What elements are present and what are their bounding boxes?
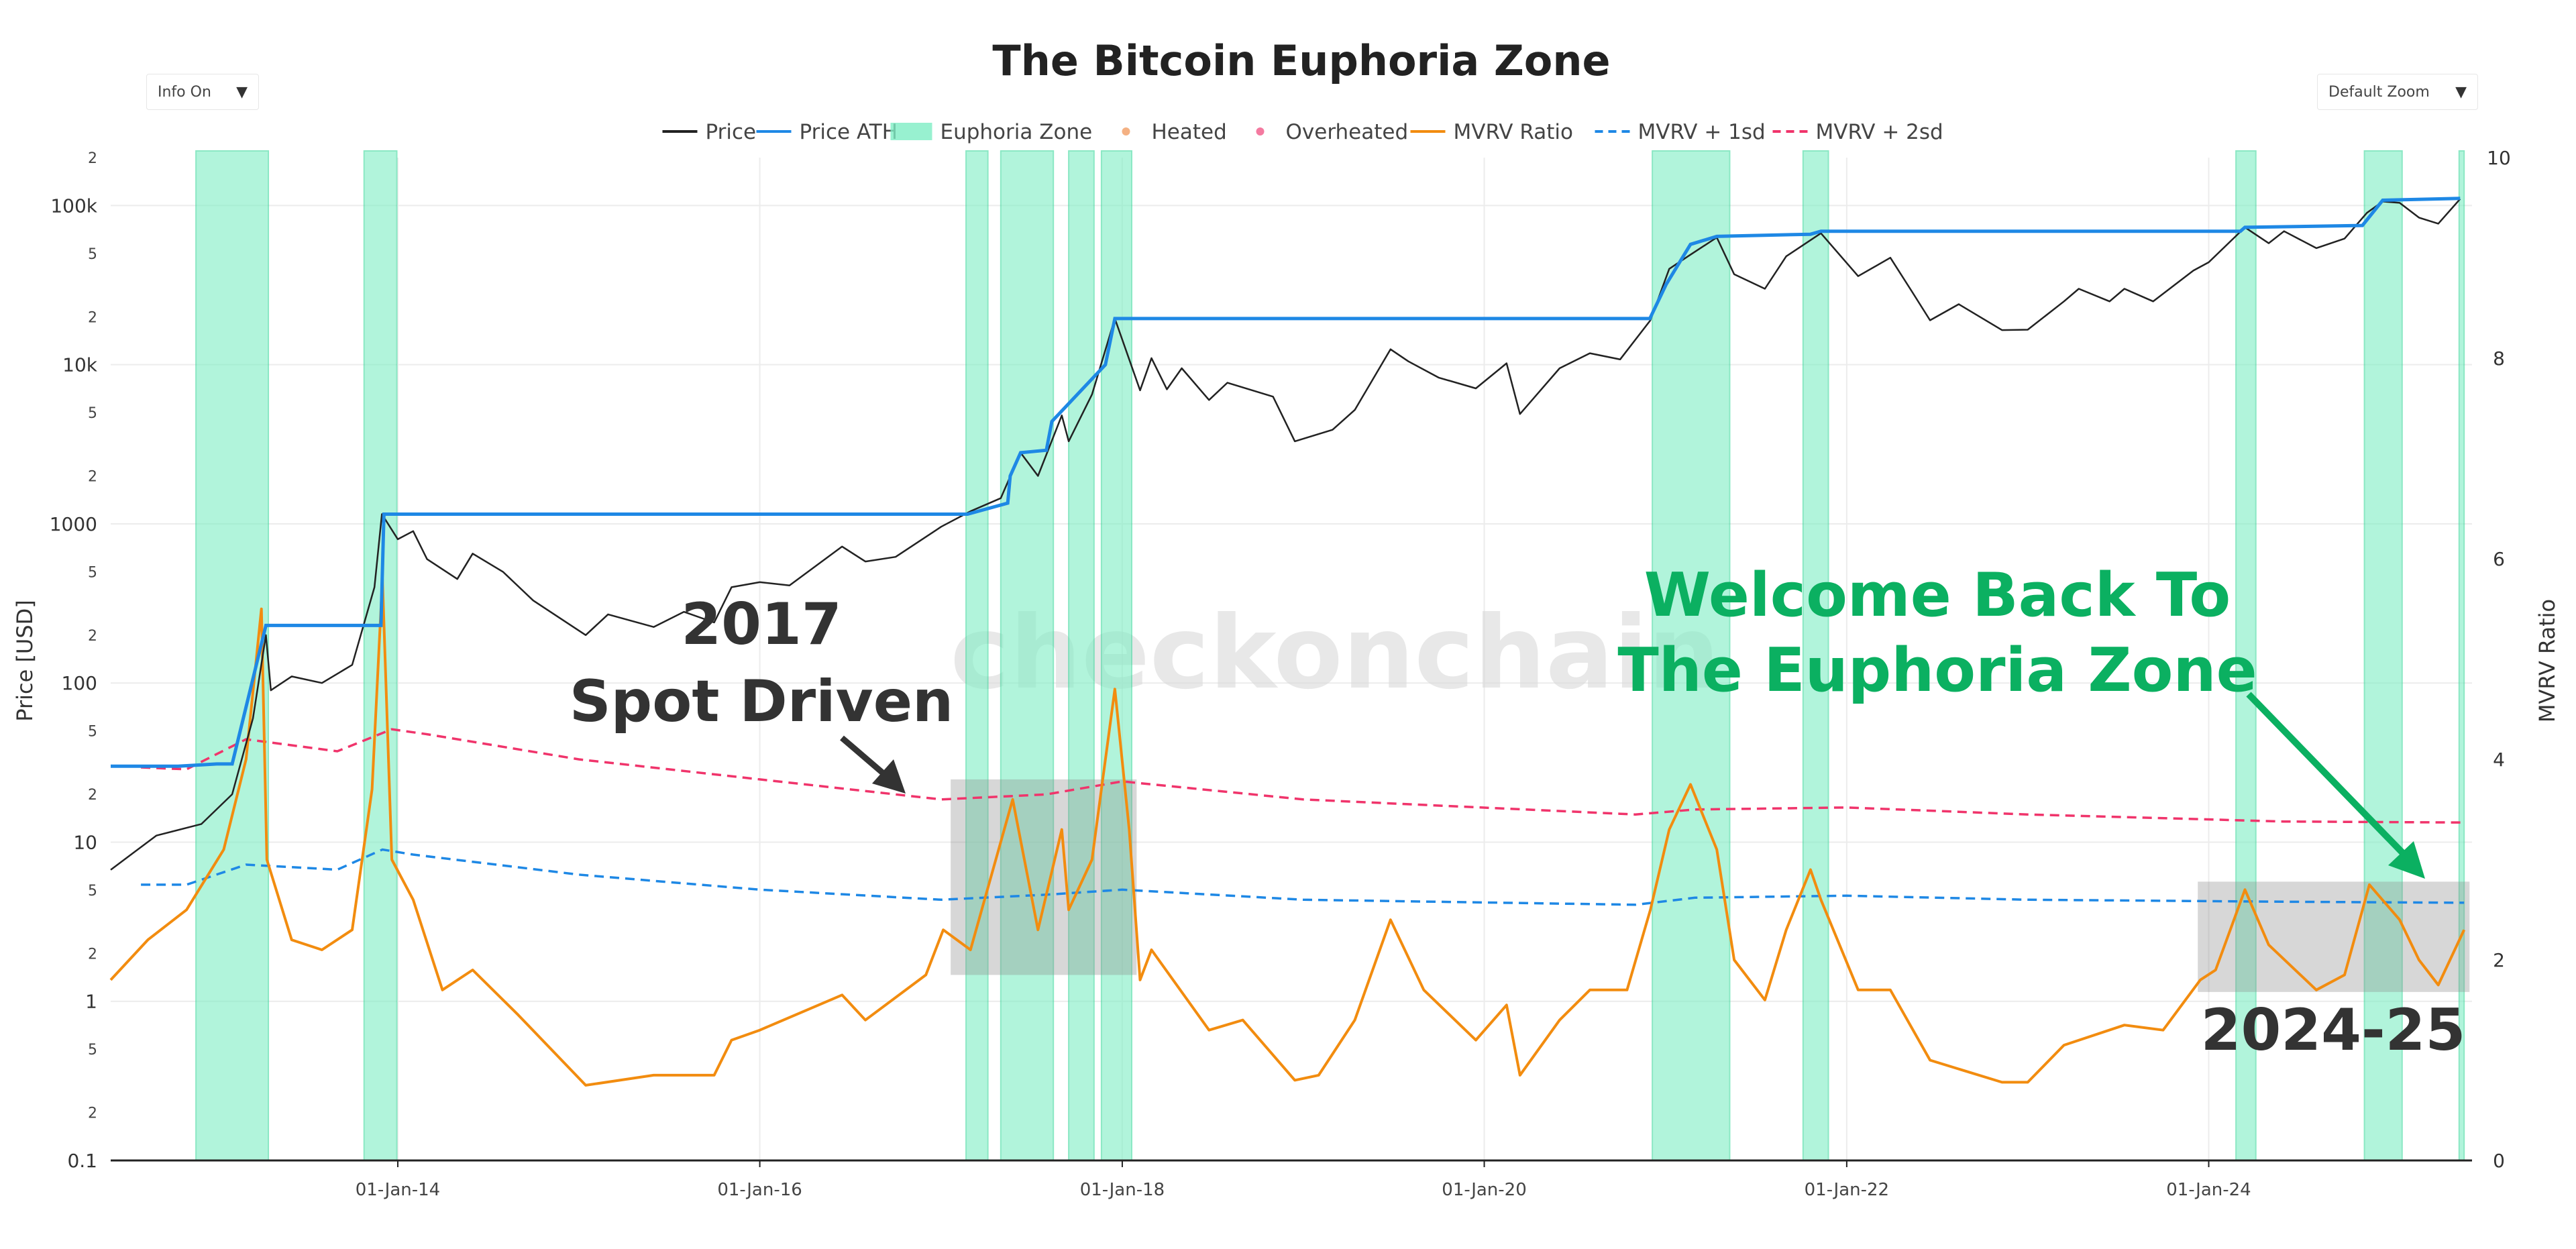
y-minor-tick-label: 5 xyxy=(88,405,97,422)
y-minor-tick-label: 2 xyxy=(88,628,97,645)
y-minor-tick-label: 2 xyxy=(88,150,97,167)
y2-tick-label: 4 xyxy=(2493,749,2505,771)
y2-tick-label: 8 xyxy=(2493,347,2505,370)
legend-label: Euphoria Zone xyxy=(941,120,1093,144)
y2-tick-label: 0 xyxy=(2493,1150,2505,1172)
y-minor-tick-label: 2 xyxy=(88,946,97,963)
legend-item: MVRV + 2sd xyxy=(1772,120,1943,144)
x-tick-label: 01-Jan-18 xyxy=(1080,1180,1165,1200)
info-toggle-label: Info On xyxy=(158,84,211,101)
x-tick-label: 01-Jan-16 xyxy=(717,1180,802,1200)
legend: Price Price ATH Euphoria Zone Heated Overhea… xyxy=(662,120,1943,144)
highlight-box xyxy=(2198,881,2470,992)
y-tick-label: 1 xyxy=(85,991,97,1013)
legend-swatch xyxy=(890,123,932,140)
annotation-euphoria-zone: The Euphoria Zone xyxy=(1617,635,2257,706)
legend-label: Price ATH xyxy=(800,120,898,144)
legend-label: Overheated xyxy=(1286,120,1409,144)
watermark: checkonchain xyxy=(950,595,1719,712)
euphoria-zone-band xyxy=(1000,150,1055,1161)
y-minor-tick-label: 5 xyxy=(88,1042,97,1058)
y-axis-label: Price [USD] xyxy=(12,600,38,722)
info-toggle-dropdown[interactable]: Info On ▼ xyxy=(146,74,259,110)
zoom-label: Default Zoom xyxy=(2328,84,2430,101)
euphoria-zones xyxy=(195,150,2465,1161)
legend-item: Price ATH xyxy=(756,120,898,144)
y-minor-tick-label: 2 xyxy=(88,469,97,486)
annotation-2017: 2017 xyxy=(681,591,841,658)
legend-label: Heated xyxy=(1152,120,1227,144)
legend-item: Price xyxy=(662,120,757,144)
euphoria-zone-band xyxy=(1802,150,1829,1161)
y-tick-label: 1000 xyxy=(50,513,97,535)
series-lines xyxy=(109,197,2466,1087)
y-tick-label: 10k xyxy=(62,354,98,376)
y2-axis-label: MVRV Ratio xyxy=(2534,599,2560,722)
y2-tick-label: 2 xyxy=(2493,949,2505,971)
legend-label: MVRV + 1sd xyxy=(1638,120,1766,144)
y-tick-label: 0.1 xyxy=(67,1150,97,1172)
y-tick-label: 100k xyxy=(50,195,97,217)
euphoria-zone-band xyxy=(965,150,989,1161)
zoom-dropdown[interactable]: Default Zoom ▼ xyxy=(2317,74,2478,110)
price-line xyxy=(110,198,2461,871)
euphoria-zone-band xyxy=(1100,150,1132,1161)
euphoria-zone-band xyxy=(2235,150,2257,1161)
x-tick-label: 01-Jan-14 xyxy=(356,1180,440,1200)
legend-item: MVRV + 1sd xyxy=(1595,120,1766,144)
legend-item: MVRV Ratio xyxy=(1410,120,1573,144)
legend-swatch xyxy=(1122,127,1130,135)
x-tick-label: 01-Jan-24 xyxy=(2166,1180,2251,1200)
y-minor-tick-label: 5 xyxy=(88,564,97,581)
annotation-welcome-back: Welcome Back To xyxy=(1644,560,2231,631)
x-tick-label: 01-Jan-22 xyxy=(1805,1180,1889,1200)
annotation-arrow-welcome xyxy=(2246,692,2408,858)
chevron-down-icon: ▼ xyxy=(236,84,248,101)
y2-tick-label: 6 xyxy=(2493,548,2505,570)
y-minor-tick-label: 2 xyxy=(88,787,97,804)
euphoria-zone-band xyxy=(1068,150,1095,1161)
legend-item: Heated xyxy=(1122,120,1227,144)
chart-title: The Bitcoin Euphoria Zone xyxy=(992,36,1610,85)
mvrv-1sd-line xyxy=(141,848,2465,906)
axes: 01-Jan-14 01-Jan-16 01-Jan-18 01-Jan-20 01-J… xyxy=(50,147,2511,1200)
annotation-spot-driven: Spot Driven xyxy=(570,668,954,735)
euphoria-zone-band xyxy=(363,150,398,1161)
euphoria-zone-band xyxy=(1652,150,1731,1161)
y-minor-tick-label: 5 xyxy=(88,724,97,741)
annotation-arrowhead-2017 xyxy=(872,759,906,794)
y2-tick-label: 10 xyxy=(2487,147,2511,169)
legend-label: MVRV Ratio xyxy=(1454,120,1573,144)
chevron-down-icon: ▼ xyxy=(2455,84,2467,101)
legend-item: Euphoria Zone xyxy=(890,120,1093,144)
legend-label: MVRV + 2sd xyxy=(1816,120,1943,144)
x-tick-label: 01-Jan-20 xyxy=(1442,1180,1526,1200)
price-ath-line xyxy=(111,197,2461,768)
annotation-arrow-2017 xyxy=(840,735,891,781)
mvrv-ratio-line xyxy=(109,577,2466,1087)
y-minor-tick-label: 5 xyxy=(88,246,97,263)
annotation-2024-25: 2024-25 xyxy=(2201,997,2466,1064)
mvrv-2sd-line xyxy=(141,728,2465,824)
highlight-box xyxy=(951,779,1137,975)
y-tick-label: 10 xyxy=(73,831,97,853)
y-minor-tick-label: 2 xyxy=(88,1105,97,1122)
y-minor-tick-label: 2 xyxy=(88,309,97,326)
highlight-boxes xyxy=(951,779,2470,992)
y-minor-tick-label: 5 xyxy=(88,883,97,900)
legend-item: Overheated xyxy=(1256,120,1409,144)
legend-label: Price xyxy=(706,120,757,144)
y-tick-label: 100 xyxy=(62,672,97,694)
legend-swatch xyxy=(1256,127,1265,135)
annotation-arrowhead-welcome xyxy=(2388,841,2425,879)
